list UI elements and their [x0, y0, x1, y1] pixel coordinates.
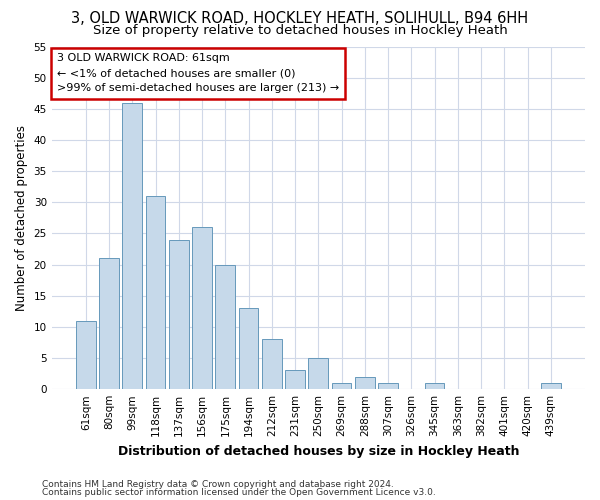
Text: 3 OLD WARWICK ROAD: 61sqm
← <1% of detached houses are smaller (0)
>99% of semi-: 3 OLD WARWICK ROAD: 61sqm ← <1% of detac…: [57, 54, 339, 93]
Bar: [355, 376, 375, 389]
Bar: [285, 370, 305, 389]
Y-axis label: Number of detached properties: Number of detached properties: [15, 125, 28, 311]
Bar: [122, 102, 142, 389]
Bar: [239, 308, 259, 389]
Bar: [425, 383, 445, 389]
Text: Contains HM Land Registry data © Crown copyright and database right 2024.: Contains HM Land Registry data © Crown c…: [42, 480, 394, 489]
Bar: [99, 258, 119, 389]
Bar: [378, 383, 398, 389]
Bar: [215, 264, 235, 389]
Bar: [192, 227, 212, 389]
Bar: [332, 383, 352, 389]
Text: Size of property relative to detached houses in Hockley Heath: Size of property relative to detached ho…: [92, 24, 508, 37]
Bar: [146, 196, 166, 389]
Bar: [262, 340, 282, 389]
X-axis label: Distribution of detached houses by size in Hockley Heath: Distribution of detached houses by size …: [118, 444, 519, 458]
Text: Contains public sector information licensed under the Open Government Licence v3: Contains public sector information licen…: [42, 488, 436, 497]
Bar: [76, 320, 95, 389]
Bar: [169, 240, 188, 389]
Text: 3, OLD WARWICK ROAD, HOCKLEY HEATH, SOLIHULL, B94 6HH: 3, OLD WARWICK ROAD, HOCKLEY HEATH, SOLI…: [71, 11, 529, 26]
Bar: [541, 383, 561, 389]
Bar: [308, 358, 328, 389]
